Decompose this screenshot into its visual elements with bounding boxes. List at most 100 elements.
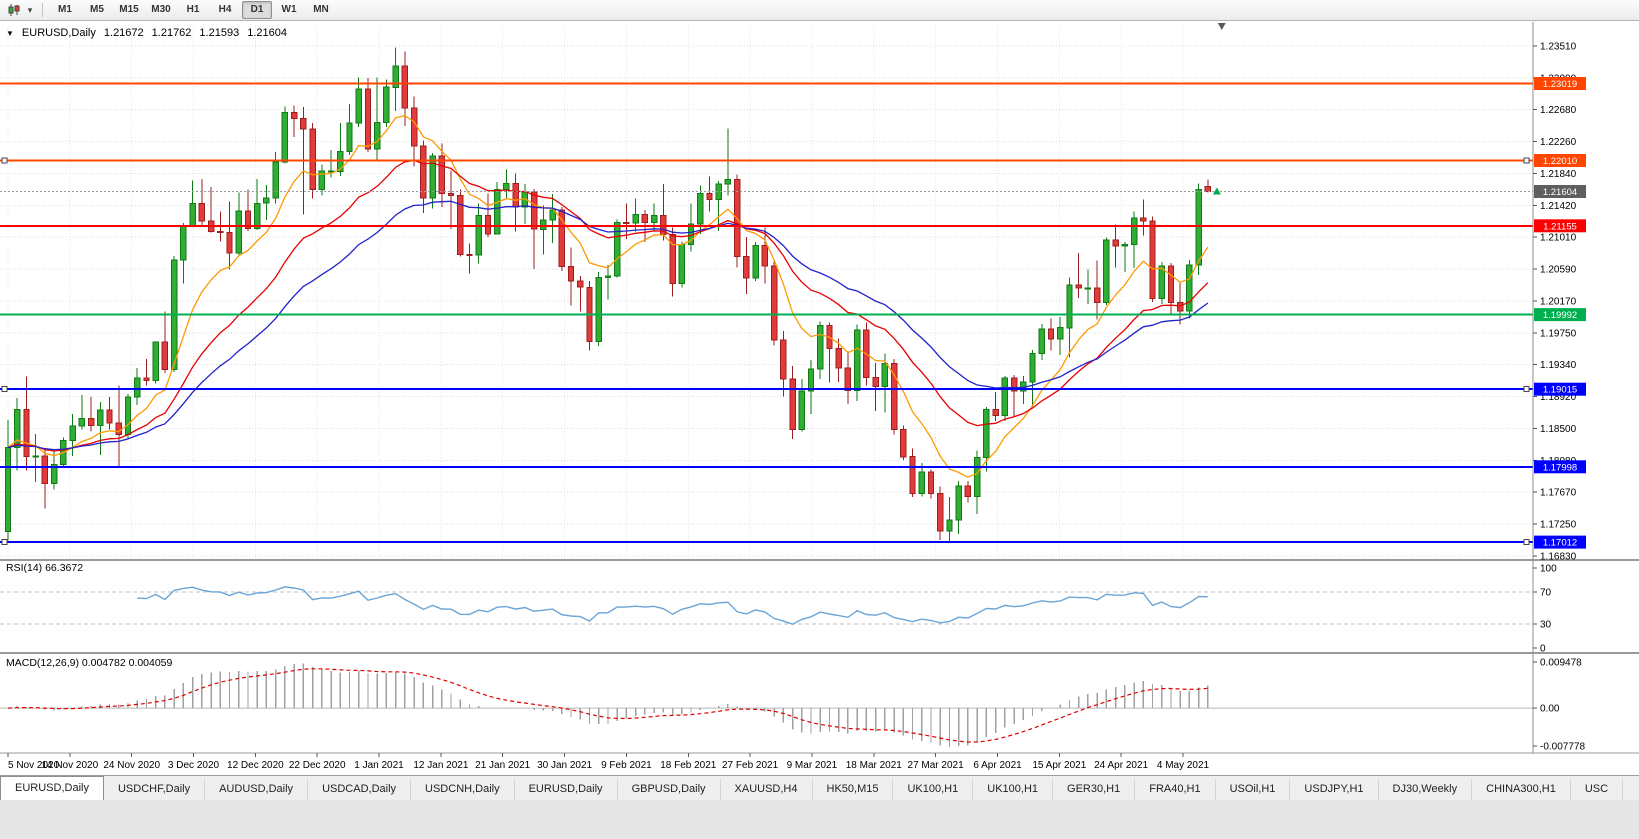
candle [1084,269,1092,305]
chart-tab-xauusd-h4[interactable]: XAUUSD,H4 [721,779,813,800]
candle [1121,242,1128,272]
date-label: 4 May 2021 [1157,760,1210,771]
line-handle[interactable] [1523,386,1530,393]
line-handle[interactable] [1,157,8,164]
rsi-line [137,586,1208,625]
price-badge [1534,460,1586,474]
chart-tab-usdchf-daily[interactable]: USDCHF,Daily [104,779,206,800]
timeframe-button-h4[interactable]: H4 [218,4,232,15]
chart-tab-usdjpy-h1[interactable]: USDJPY,H1 [1290,779,1379,800]
candle [318,164,326,196]
ohlc-close: 1.21604 [247,27,287,39]
candle [881,353,888,413]
chart-tab-ger30-h1[interactable]: GER30,H1 [1053,779,1136,800]
price-badge [1534,535,1586,549]
candle [161,311,169,373]
timeframe-button-m15[interactable]: M15 [119,4,139,15]
candle [346,104,353,156]
candle [817,321,824,379]
chart-tab-audusd-daily[interactable]: AUDUSD,Daily [205,779,309,800]
macd-axis-label: 0.00 [1540,704,1560,715]
date-label: 18 Mar 2021 [846,760,903,771]
chart-tab-eurusd-daily[interactable]: EURUSD,Daily [0,776,104,800]
chart-canvas[interactable]: 1.235101.230901.226801.222601.218401.214… [0,22,1639,775]
candle [623,203,630,240]
timeframe-button-mn[interactable]: MN [313,4,329,15]
candle [946,497,953,543]
price-tick: 1.22680 [1540,105,1577,116]
date-label: 12 Dec 2020 [227,760,284,771]
candle [1167,262,1175,315]
candle [770,261,778,346]
candle [761,227,769,284]
down-triangle-icon[interactable]: ▼ [6,28,14,38]
price-badge-label: 1.23019 [1543,79,1577,90]
chart-shift-marker-icon[interactable] [1217,23,1226,30]
candle [577,275,584,312]
timeframe-button-w1[interactable]: W1 [281,4,297,15]
chart-tab-uk100-h1[interactable]: UK100,H1 [973,779,1054,800]
candle [401,51,409,127]
line-handle[interactable] [1,539,8,546]
candle [909,448,916,498]
chart-tab-china300-h1[interactable]: CHINA300,H1 [1472,779,1571,800]
price-tick: 1.22260 [1540,137,1577,148]
ohlc-open: 1.21672 [103,27,144,39]
candle [1066,277,1073,358]
candle [134,368,141,405]
chart-tab-eurusd-daily[interactable]: EURUSD,Daily [515,779,618,800]
price-badge-label: 1.19015 [1543,385,1577,396]
candle [678,241,685,288]
price-badge-label: 1.22010 [1543,156,1577,167]
date-label: 24 Apr 2021 [1094,760,1148,771]
timeframe-button-m1[interactable]: M1 [58,4,72,15]
chart-tab-usoil-h1[interactable]: USOil,H1 [1216,779,1291,800]
chart-tab-fra40-h1[interactable]: FRA40,H1 [1135,779,1216,800]
candle [558,207,565,272]
date-label: 6 Apr 2021 [973,760,1022,771]
date-label: 5 Nov 2020 [8,760,60,771]
line-handle[interactable] [1523,157,1530,164]
candle [290,105,298,137]
chart-tab-gbpusd-daily[interactable]: GBPUSD,Daily [618,779,721,800]
chart-tab-uk100-h1[interactable]: UK100,H1 [893,779,974,800]
chart-tab-usdcad-daily[interactable]: USDCAD,Daily [308,779,412,800]
candle [798,378,805,432]
price-tick: 1.21010 [1540,232,1577,243]
chart-header: ▼ EURUSD,Daily 1.21672 1.21762 1.21593 1… [6,27,287,39]
date-label: 14 Nov 2020 [41,760,98,771]
candle [383,79,390,127]
chart-type-button[interactable] [4,2,24,19]
date-label: 18 Feb 2021 [660,760,717,771]
chart-tab-hk50-m15[interactable]: HK50,M15 [813,779,894,800]
price-tick: 1.17670 [1540,487,1577,498]
price-badge [1534,219,1586,233]
price-tick: 1.17250 [1540,519,1577,530]
candle [1057,317,1064,356]
timeframe-button-h1[interactable]: H1 [186,4,200,15]
timeframe-button-m5[interactable]: M5 [90,4,104,15]
chart-symbol-label: EURUSD,Daily [21,27,96,39]
price-tick: 1.16830 [1540,552,1577,563]
candle [374,77,381,162]
horizontal-lines [0,82,1533,546]
candle [364,78,372,153]
line-handle[interactable] [1523,539,1530,546]
chevron-down-icon[interactable]: ▾ [27,4,33,15]
chart-tab-dj30-weekly[interactable]: DJ30,Weekly [1379,779,1473,800]
candle [87,397,95,432]
candle [807,359,815,414]
candle [235,192,243,256]
candle [1112,224,1119,268]
price-badge-label: 1.17998 [1543,462,1577,473]
chart-tab-usdcnh-daily[interactable]: USDCNH,Daily [411,779,515,800]
timeframe-button-d1[interactable]: D1 [242,1,272,19]
candle [780,330,787,397]
candle [918,462,925,497]
chart-tab-usc[interactable]: USC [1571,779,1624,800]
line-handle[interactable] [1,386,8,393]
candle [540,205,547,255]
timeframe-button-m30[interactable]: M30 [151,4,171,15]
date-label: 30 Jan 2021 [537,760,592,771]
rsi-axis-label: 70 [1540,588,1552,599]
